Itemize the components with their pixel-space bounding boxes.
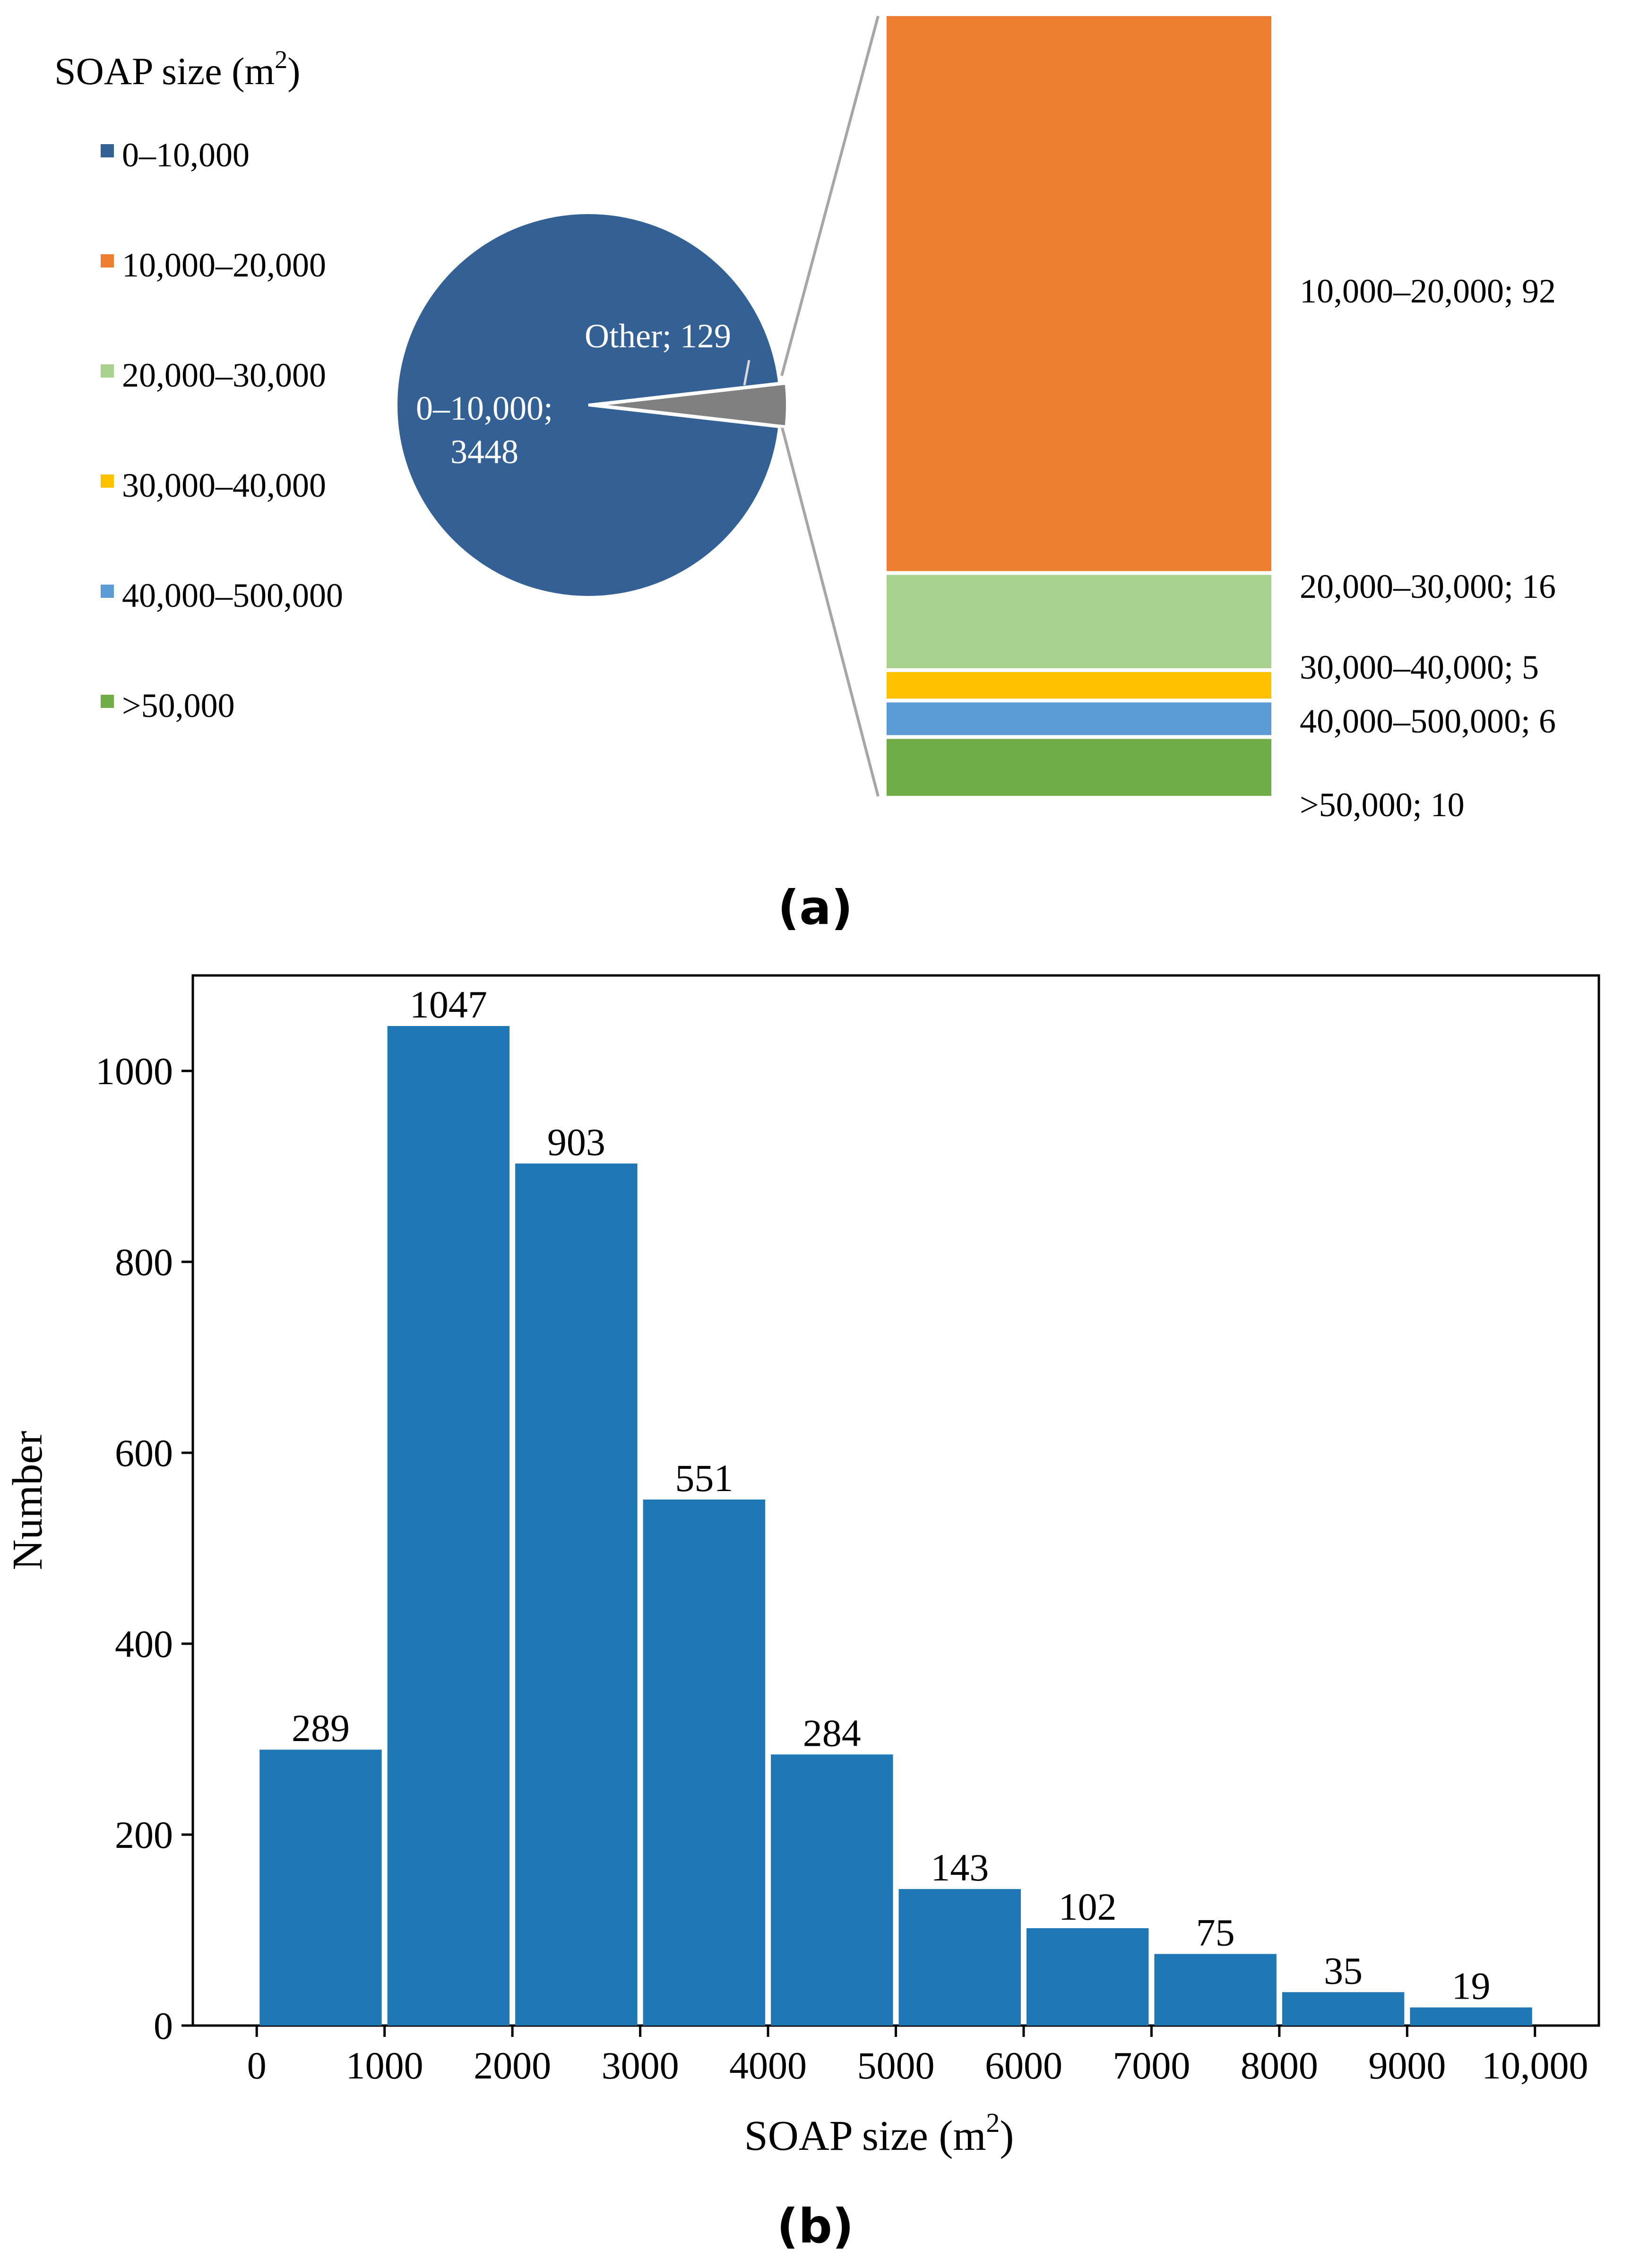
y-tick-label: 800 [115,1241,173,1284]
stacked-breakdown-bar [883,12,1275,800]
y-tick-label: 0 [154,2004,173,2047]
histogram-bar [1154,1954,1277,2026]
histogram-bar [1026,1928,1149,2026]
panel-a-pie-of-pie: SOAP size (m2) 0–10,000 10,000–20,000 20,0… [54,12,1556,935]
legend-swatch [101,695,114,708]
stack-segment-label: >50,000; 10 [1300,786,1465,824]
legend-label: >50,000 [122,687,235,724]
x-tick-label: 0 [247,2044,267,2087]
histogram-bar [898,1889,1021,2026]
bar-value-label: 551 [675,1457,733,1500]
bar-value-label: 289 [292,1707,350,1750]
legend-entry: 40,000–500,000 [101,577,343,614]
stack-segment-label: 20,000–30,000; 16 [1300,568,1556,605]
x-tick-label: 4000 [729,2044,807,2087]
legend-label: 40,000–500,000 [122,577,343,614]
legend-entry: >50,000 [101,687,235,724]
histogram-bar [259,1750,382,2026]
bar-value-label: 102 [1059,1885,1117,1928]
x-axis-label-superscript: 2 [986,2107,1000,2138]
histogram-bar [771,1754,893,2026]
connector-line-top [780,16,880,376]
legend-label: 30,000–40,000 [122,466,326,504]
pie-slice-0-10000 [395,211,781,599]
pie-label-main: 0–10,000; [416,389,553,427]
legend-swatch [101,254,114,267]
histogram-bar [1410,2007,1532,2026]
x-tick-label: 1000 [346,2044,423,2087]
x-axis: 0 1000 2000 3000 4000 5000 6000 7000 8000 9000 10,… [247,2026,1588,2087]
legend-swatch [101,585,114,598]
bar-value-label: 75 [1196,1911,1235,1954]
stacked-breakdown-labels: 10,000–20,000; 92 20,000–30,000; 16 30,000… [1300,272,1556,824]
histogram-bar [1282,1992,1405,2026]
bar-value-label: 143 [931,1846,989,1889]
y-tick-label: 400 [115,1622,173,1665]
bar-value-labels: 289 1047 903 551 284 143 102 75 35 19 [292,983,1491,2008]
x-tick-label: 6000 [985,2044,1062,2087]
x-tick-label: 7000 [1113,2044,1190,2087]
bar-value-label: 35 [1324,1949,1363,1992]
pie-label-other-leader [743,360,751,386]
pie-label-main-value: 3448 [450,433,518,471]
x-tick-label: 10,000 [1482,2044,1588,2087]
histogram-bar [515,1163,638,2026]
histogram-bar [387,1026,510,2026]
stack-segment [883,571,1275,673]
pie-label-other: Other; 129 [585,317,731,355]
bar-value-label: 903 [547,1121,605,1164]
pie-slice-other [595,381,789,429]
bar-value-label: 19 [1452,1965,1491,2008]
legend-entry: 30,000–40,000 [101,466,326,504]
x-tick-label: 3000 [602,2044,679,2087]
y-tick-label: 1000 [95,1050,173,1093]
bar-value-label: 1047 [410,983,487,1026]
legend-label: 0–10,000 [122,136,250,174]
pie-chart [395,211,789,599]
stack-segment [883,12,1275,575]
legend: 0–10,000 10,000–20,000 20,000–30,000 30,000… [101,136,343,724]
legend-swatch [101,474,114,488]
x-tick-label: 9000 [1368,2044,1446,2087]
legend-label: 20,000–30,000 [122,356,326,394]
legend-swatch [101,144,114,157]
y-axis: 0 200 400 600 800 1000 [95,1050,193,2047]
stack-segment-label: 30,000–40,000; 5 [1300,648,1539,686]
y-tick-label: 600 [115,1432,173,1475]
stack-segment [883,668,1275,703]
bar-value-label: 284 [803,1711,861,1754]
x-tick-label: 8000 [1241,2044,1318,2087]
x-tick-label: 5000 [857,2044,935,2087]
y-tick-label: 200 [115,1813,173,1856]
legend-title-superscript: 2 [275,45,287,74]
legend-swatch [101,364,114,378]
caption-b: (b) [777,2199,854,2254]
stack-segment-label: 40,000–500,000; 6 [1300,702,1556,740]
y-axis-label: Number [4,1431,51,1570]
stack-segment [883,699,1275,739]
legend-entry: 20,000–30,000 [101,356,326,394]
histogram-bar [643,1499,766,2026]
stack-segment [883,735,1275,800]
histogram-bars [259,1026,1532,2026]
x-tick-label: 2000 [474,2044,551,2087]
legend-entry: 10,000–20,000 [101,246,326,284]
legend-title: SOAP size (m2) [54,45,301,93]
connector-line-bottom [780,425,880,797]
legend-label: 10,000–20,000 [122,246,326,284]
caption-a: (a) [778,880,853,935]
x-axis-label: SOAP size (m2) [744,2107,1014,2159]
stack-segment-label: 10,000–20,000; 92 [1300,272,1556,310]
legend-entry: 0–10,000 [101,136,250,174]
